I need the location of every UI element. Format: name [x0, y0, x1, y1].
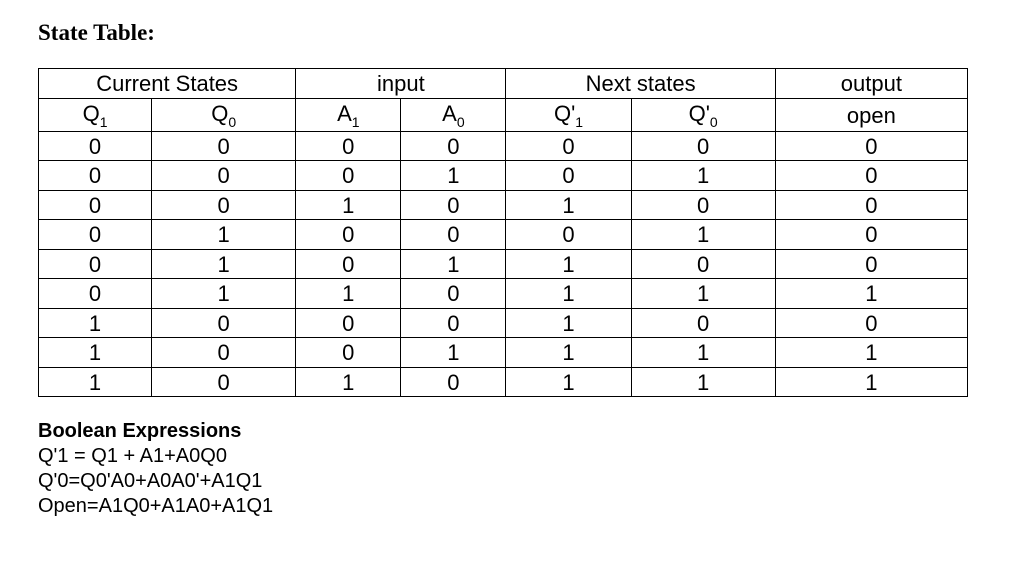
boolean-expressions: Boolean Expressions Q'1 = Q1 + A1+A0Q0 Q…	[38, 419, 986, 519]
table-cell: 1	[506, 279, 631, 309]
table-cell: 1	[39, 338, 152, 368]
table-head: Current States input Next states output …	[39, 69, 968, 132]
table-cell: 1	[506, 367, 631, 397]
table-row: 1000100	[39, 308, 968, 338]
table-cell: 0	[39, 131, 152, 161]
table-cell: 0	[775, 161, 967, 191]
table-cell: 1	[152, 279, 296, 309]
table-cell: 1	[775, 338, 967, 368]
table-cell: 1	[631, 161, 775, 191]
table-cell: 1	[631, 279, 775, 309]
table-cell: 0	[296, 131, 401, 161]
table-row: 1001111	[39, 338, 968, 368]
table-cell: 0	[39, 220, 152, 250]
table-cell: 0	[401, 308, 506, 338]
group-header-next-states: Next states	[506, 69, 775, 99]
expression-open: Open=A1Q0+A1A0+A1Q1	[38, 494, 986, 519]
table-cell: 1	[296, 190, 401, 220]
col-header-a1: A1	[296, 99, 401, 132]
col-header-q0: Q0	[152, 99, 296, 132]
table-cell: 0	[152, 190, 296, 220]
table-cell: 1	[39, 367, 152, 397]
table-cell: 1	[775, 279, 967, 309]
expression-qprime1: Q'1 = Q1 + A1+A0Q0	[38, 444, 986, 469]
table-cell: 0	[506, 131, 631, 161]
table-cell: 0	[401, 220, 506, 250]
col-header-q1: Q1	[39, 99, 152, 132]
group-header-current-states: Current States	[39, 69, 296, 99]
column-header-row: Q1 Q0 A1 A0 Q'1 Q'0 open	[39, 99, 968, 132]
table-cell: 0	[39, 190, 152, 220]
table-cell: 1	[631, 367, 775, 397]
table-row: 1010111	[39, 367, 968, 397]
table-cell: 0	[506, 161, 631, 191]
table-cell: 1	[401, 161, 506, 191]
table-cell: 0	[401, 367, 506, 397]
table-cell: 0	[401, 131, 506, 161]
table-cell: 0	[152, 308, 296, 338]
table-cell: 1	[506, 308, 631, 338]
table-cell: 1	[39, 308, 152, 338]
table-cell: 0	[296, 338, 401, 368]
table-cell: 1	[296, 367, 401, 397]
table-cell: 1	[631, 338, 775, 368]
table-cell: 0	[296, 161, 401, 191]
group-header-row: Current States input Next states output	[39, 69, 968, 99]
table-cell: 0	[631, 308, 775, 338]
table-cell: 0	[39, 249, 152, 279]
boolean-expressions-heading: Boolean Expressions	[38, 419, 986, 444]
table-row: 0000000	[39, 131, 968, 161]
table-cell: 1	[775, 367, 967, 397]
table-cell: 0	[506, 220, 631, 250]
table-cell: 0	[296, 308, 401, 338]
page-title: State Table:	[38, 20, 986, 46]
table-cell: 0	[775, 249, 967, 279]
table-cell: 0	[775, 131, 967, 161]
table-cell: 1	[152, 220, 296, 250]
table-cell: 0	[631, 131, 775, 161]
table-cell: 1	[401, 338, 506, 368]
table-cell: 0	[152, 131, 296, 161]
col-header-qp0: Q'0	[631, 99, 775, 132]
table-row: 0100010	[39, 220, 968, 250]
table-cell: 0	[401, 279, 506, 309]
col-header-qp1: Q'1	[506, 99, 631, 132]
table-row: 0001010	[39, 161, 968, 191]
table-cell: 0	[152, 338, 296, 368]
table-cell: 0	[296, 249, 401, 279]
table-cell: 0	[775, 190, 967, 220]
table-cell: 0	[631, 249, 775, 279]
table-cell: 1	[506, 190, 631, 220]
table-cell: 0	[39, 279, 152, 309]
table-cell: 1	[401, 249, 506, 279]
group-header-input: input	[296, 69, 506, 99]
table-row: 0110111	[39, 279, 968, 309]
table-cell: 0	[401, 190, 506, 220]
table-cell: 0	[152, 161, 296, 191]
table-cell: 0	[152, 367, 296, 397]
table-cell: 1	[152, 249, 296, 279]
table-cell: 1	[631, 220, 775, 250]
table-row: 0010100	[39, 190, 968, 220]
expression-qprime0: Q'0=Q0'A0+A0A0'+A1Q1	[38, 469, 986, 494]
table-cell: 0	[39, 161, 152, 191]
table-cell: 0	[296, 220, 401, 250]
table-cell: 1	[506, 249, 631, 279]
table-body: 0000000000101000101000100010010110001101…	[39, 131, 968, 397]
table-row: 0101100	[39, 249, 968, 279]
col-header-a0: A0	[401, 99, 506, 132]
table-cell: 1	[296, 279, 401, 309]
table-cell: 1	[506, 338, 631, 368]
group-header-output: output	[775, 69, 967, 99]
table-cell: 0	[775, 308, 967, 338]
col-header-output: open	[775, 99, 967, 132]
table-cell: 0	[631, 190, 775, 220]
table-cell: 0	[775, 220, 967, 250]
state-table: Current States input Next states output …	[38, 68, 968, 397]
